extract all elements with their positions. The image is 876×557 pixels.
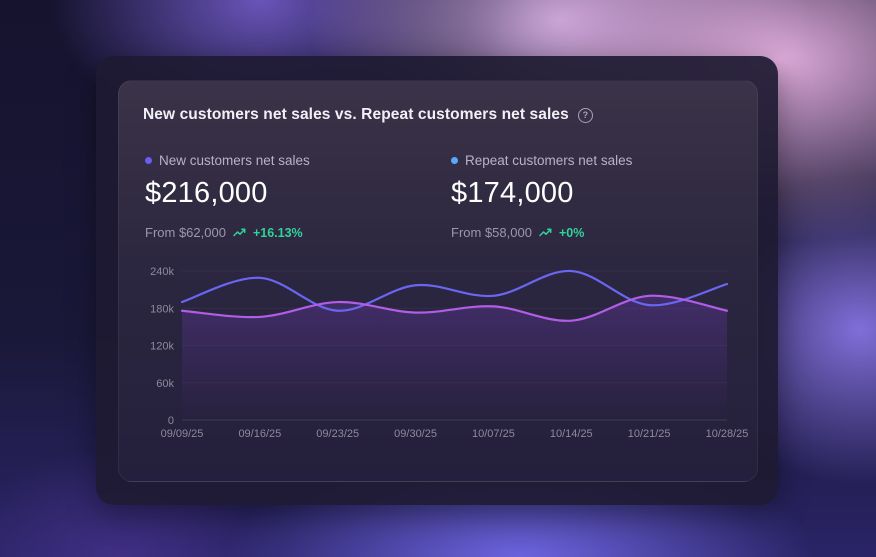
y-axis-ticks: 0 60k 120k 180k 240k [150, 266, 174, 427]
card-frame: New customers net sales vs. Repeat custo… [96, 56, 778, 505]
metric-value: $174,000 [451, 177, 574, 209]
metric-change: +0% [558, 225, 585, 240]
y-tick-label: 120k [150, 341, 174, 353]
legend-repeat-customers: Repeat customers net sales [451, 153, 632, 168]
x-tick-label: 10/07/25 [472, 428, 515, 440]
series-area-repeat-customers [182, 295, 727, 420]
line-chart: 0 60k 120k 180k 240k 09/09/25 09/16/25 09/23/2… [150, 266, 749, 440]
y-tick-label: 60k [156, 378, 174, 390]
card-header: New customers net sales vs. Repeat custo… [143, 106, 593, 124]
metric-previous-value: From $62,000 [145, 225, 226, 240]
series-line-repeat-customers [180, 294, 729, 322]
legend-dot-repeat-customers [451, 157, 458, 164]
x-tick-label: 09/23/25 [316, 428, 359, 440]
card-title: New customers net sales vs. Repeat custo… [143, 106, 569, 123]
metric-change: +16.13% [252, 225, 303, 240]
metric-comparison: From $62,000 +16.13% [145, 225, 310, 240]
x-tick-label: 09/16/25 [238, 428, 281, 440]
y-tick-label: 0 [168, 415, 174, 427]
metric-new-customers: New customers net sales $216,000 From $6… [145, 153, 310, 240]
help-circle-icon[interactable]: ? [577, 107, 593, 123]
metric-label: New customers net sales [159, 153, 310, 168]
x-tick-label: 10/28/25 [706, 428, 749, 440]
x-tick-label: 09/09/25 [161, 428, 204, 440]
trend-up-icon [233, 228, 246, 237]
metric-previous-value: From $58,000 [451, 225, 532, 240]
x-tick-label: 10/21/25 [628, 428, 671, 440]
series-line-new-customers [180, 269, 729, 312]
metric-repeat-customers: Repeat customers net sales $174,000 From… [451, 153, 632, 240]
chart-lines [180, 269, 729, 322]
sales-comparison-card: New customers net sales vs. Repeat custo… [118, 80, 758, 482]
legend-new-customers: New customers net sales [145, 153, 310, 168]
y-tick-label: 240k [150, 266, 174, 278]
y-tick-label: 180k [150, 303, 174, 315]
legend-dot-new-customers [145, 157, 152, 164]
x-tick-label: 10/14/25 [550, 428, 593, 440]
trend-up-icon [539, 228, 552, 237]
metric-label: Repeat customers net sales [465, 153, 633, 168]
metric-value: $216,000 [145, 177, 268, 209]
chart-area [182, 295, 727, 420]
metric-comparison: From $58,000 +0% [451, 225, 632, 240]
x-axis-ticks: 09/09/25 09/16/25 09/23/25 09/30/25 10/07/25… [161, 428, 749, 440]
x-tick-label: 09/30/25 [394, 428, 437, 440]
